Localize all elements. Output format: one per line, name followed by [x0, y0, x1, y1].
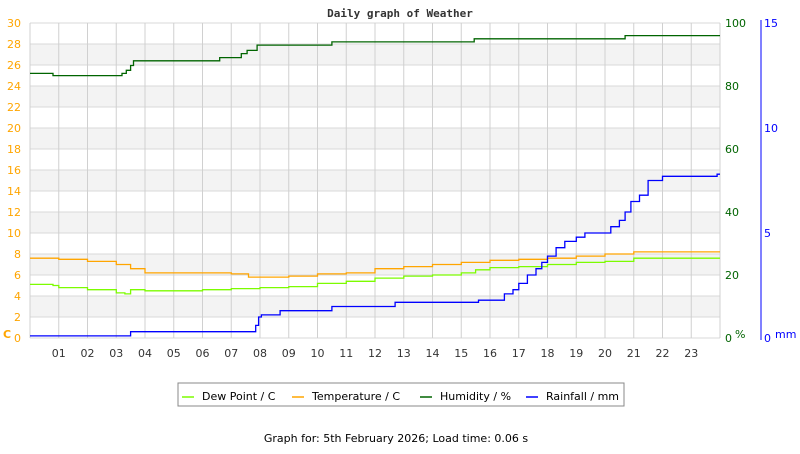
- x-tick-label: 01: [52, 347, 66, 360]
- x-tick-label: 15: [454, 347, 468, 360]
- x-tick-label: 11: [339, 347, 353, 360]
- left-tick-label: 24: [7, 80, 21, 93]
- rainfall-axis-ticks: 0 5 10 15: [764, 17, 778, 345]
- left-tick-label: 14: [7, 185, 21, 198]
- legend-label: Dew Point / C: [202, 390, 276, 403]
- x-tick-label: 19: [569, 347, 583, 360]
- x-tick-label: 04: [138, 347, 152, 360]
- left-tick-label: 20: [7, 122, 21, 135]
- humidity-tick-label: 100: [725, 17, 746, 30]
- x-tick-label: 18: [541, 347, 555, 360]
- rainfall-tick-label: 10: [764, 122, 778, 135]
- x-tick-labels: 01 02 03 04 05 06 07 08 09 10 11 12 13 14 15 16 17 18 19 20…: [52, 347, 699, 360]
- humidity-tick-label: 0: [725, 332, 732, 345]
- x-tick-label: 17: [512, 347, 526, 360]
- x-tick-label: 09: [282, 347, 296, 360]
- series-lines: [30, 34, 720, 337]
- chart-title: Daily graph of Weather: [327, 7, 473, 20]
- rainfall-tick-label: 5: [764, 227, 771, 240]
- x-tick-label: 03: [109, 347, 123, 360]
- left-tick-label: 16: [7, 164, 21, 177]
- humidity-tick-label: 40: [725, 206, 739, 219]
- series-line-humidity: [30, 34, 720, 77]
- left-tick-label: 6: [14, 269, 21, 282]
- x-tick-label: 21: [627, 347, 641, 360]
- left-tick-label: 12: [7, 206, 21, 219]
- legend-label: Rainfall / mm: [546, 390, 619, 403]
- left-tick-label: 28: [7, 38, 21, 51]
- rainfall-tick-label: 15: [764, 17, 778, 30]
- left-tick-label: 0: [14, 332, 21, 345]
- x-tick-label: 16: [483, 347, 497, 360]
- x-tick-label: 20: [598, 347, 612, 360]
- x-tick-label: 02: [81, 347, 95, 360]
- left-axis-unit: C: [3, 328, 11, 341]
- left-tick-label: 4: [14, 290, 21, 303]
- left-tick-label: 18: [7, 143, 21, 156]
- humidity-tick-label: 80: [725, 80, 739, 93]
- humidity-axis-unit: %: [735, 328, 745, 341]
- x-tick-label: 07: [224, 347, 238, 360]
- left-tick-label: 8: [14, 248, 21, 261]
- humidity-tick-label: 60: [725, 143, 739, 156]
- humidity-axis-ticks: 0 20 40 60 80 100: [725, 17, 746, 345]
- legend: Dew Point / C Temperature / C Humidity / %…: [177, 382, 625, 407]
- humidity-tick-label: 20: [725, 269, 739, 282]
- footer-text: Graph for: 5th February 2026; Load time:…: [264, 432, 529, 445]
- rainfall-tick-label: 0: [764, 332, 771, 345]
- legend-label: Humidity / %: [440, 390, 511, 403]
- left-tick-label: 26: [7, 59, 21, 72]
- x-tick-label: 22: [656, 347, 670, 360]
- left-tick-label: 30: [7, 17, 21, 30]
- series-line-dew: [30, 257, 720, 295]
- rainfall-axis-unit: mm: [775, 328, 796, 341]
- legend-label: Temperature / C: [311, 390, 400, 403]
- series-line-rainfall: [30, 173, 720, 337]
- x-tick-label: 14: [426, 347, 440, 360]
- x-tick-label: 23: [684, 347, 698, 360]
- x-tick-label: 10: [311, 347, 325, 360]
- left-tick-label: 2: [14, 311, 21, 324]
- left-tick-label: 10: [7, 227, 21, 240]
- x-tick-label: 06: [196, 347, 210, 360]
- x-tick-label: 08: [253, 347, 267, 360]
- left-tick-label: 22: [7, 101, 21, 114]
- x-tick-label: 05: [167, 347, 181, 360]
- x-tick-label: 12: [368, 347, 382, 360]
- x-tick-label: 13: [397, 347, 411, 360]
